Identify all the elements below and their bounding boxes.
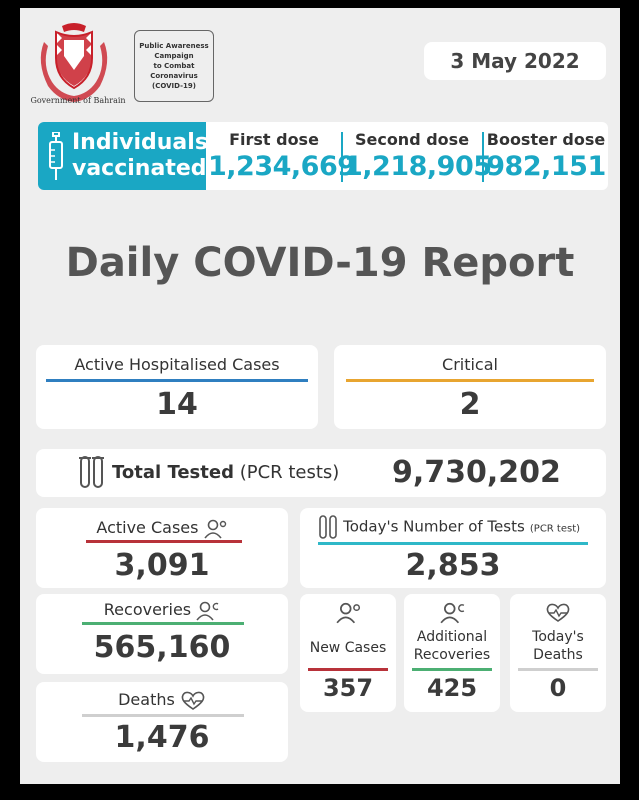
todays-tests-label: Today's Number of Tests bbox=[343, 517, 525, 536]
booster-dose-label: Booster dose bbox=[486, 130, 606, 149]
first-dose-label: First dose bbox=[229, 130, 319, 149]
hospitalised-label: Active Hospitalised Cases bbox=[74, 355, 280, 374]
report-page: Government of Bahrain Public Awareness C… bbox=[20, 8, 620, 784]
campaign-badge: Public Awareness Campaign to Combat Coro… bbox=[134, 30, 214, 102]
recoveries-label: Recoveries bbox=[103, 600, 192, 619]
new-cases-label: New Cases bbox=[309, 640, 387, 656]
test-tubes-icon bbox=[79, 456, 104, 488]
report-title: Daily COVID-19 Report bbox=[65, 240, 575, 286]
todays-tests-value: 2,853 bbox=[405, 548, 501, 583]
critical-bar bbox=[346, 379, 594, 382]
recoveries-card: Recoveries 565,160 bbox=[36, 594, 288, 674]
additional-recoveries-label-line2: Recoveries bbox=[413, 647, 491, 663]
second-dose: Second dose 1,218,905 bbox=[344, 122, 492, 190]
deaths-label: Deaths bbox=[118, 690, 175, 709]
first-dose-value: 1,234,669 bbox=[208, 151, 356, 182]
hospitalised-card: Active Hospitalised Cases 14 bbox=[36, 345, 318, 429]
vaccinated-label-line2: vaccinated bbox=[72, 156, 207, 181]
syringe-icon bbox=[49, 132, 63, 180]
todays-deaths-label-line2: Deaths bbox=[533, 647, 583, 663]
total-tested-label: Total Tested bbox=[112, 462, 234, 483]
deaths-bar bbox=[82, 714, 244, 717]
todays-tests-card: Today's Number of Tests (PCR test) 2,853 bbox=[300, 508, 606, 588]
total-tested-card: Total Tested (PCR tests) 9,730,202 bbox=[36, 449, 606, 497]
todays-deaths-card: Today's Deaths 0 bbox=[510, 594, 606, 712]
additional-recoveries-label-line1: Additional bbox=[416, 629, 488, 645]
todays-tests-bar bbox=[318, 542, 588, 545]
vaccinated-label-line1: Individuals bbox=[72, 130, 208, 155]
person-recovered-icon bbox=[196, 601, 219, 621]
additional-recoveries-card: Additional Recoveries 425 bbox=[404, 594, 500, 712]
bahrain-emblem-icon bbox=[40, 23, 108, 102]
active-cases-bar bbox=[86, 540, 242, 543]
booster-dose: Booster dose 982,151 bbox=[486, 122, 606, 190]
government-caption: Government of Bahrain bbox=[30, 96, 126, 105]
new-cases-card: New Cases 357 bbox=[300, 594, 396, 712]
todays-deaths-value: 0 bbox=[549, 674, 567, 702]
booster-dose-value: 982,151 bbox=[486, 151, 606, 182]
active-cases-value: 3,091 bbox=[114, 548, 210, 583]
recoveries-value: 565,160 bbox=[93, 630, 231, 665]
hospitalised-value: 14 bbox=[156, 387, 198, 422]
critical-card: Critical 2 bbox=[334, 345, 606, 429]
second-dose-value: 1,218,905 bbox=[344, 151, 492, 182]
vaccinated-label-block: Individuals vaccinated bbox=[38, 122, 208, 190]
heart-pulse-icon bbox=[546, 603, 570, 622]
todays-deaths-bar bbox=[518, 668, 598, 671]
deaths-card: Deaths 1,476 bbox=[36, 682, 288, 762]
person-virus-icon bbox=[336, 602, 361, 624]
active-cases-card: Active Cases 3,091 bbox=[36, 508, 288, 588]
vaccination-banner: Individuals vaccinated First dose 1,234,… bbox=[38, 122, 608, 190]
critical-value: 2 bbox=[459, 387, 481, 422]
second-dose-label: Second dose bbox=[354, 130, 470, 149]
heart-pulse-icon bbox=[181, 691, 205, 710]
hospitalised-bar bbox=[46, 379, 308, 382]
deaths-value: 1,476 bbox=[114, 720, 210, 755]
person-virus-icon bbox=[203, 519, 226, 539]
todays-deaths-label-line1: Today's bbox=[532, 629, 584, 645]
critical-label: Critical bbox=[442, 355, 498, 374]
recoveries-bar bbox=[82, 622, 244, 625]
dose-divider bbox=[341, 132, 343, 182]
dose-divider bbox=[482, 132, 484, 182]
active-cases-label: Active Cases bbox=[96, 518, 199, 537]
total-tested-value: 9,730,202 bbox=[392, 455, 561, 490]
additional-recoveries-value: 425 bbox=[426, 674, 478, 702]
person-recovered-icon bbox=[440, 602, 465, 624]
new-cases-value: 357 bbox=[322, 674, 374, 702]
report-date: 3 May 2022 bbox=[424, 42, 606, 80]
first-dose: First dose 1,234,669 bbox=[208, 122, 356, 190]
total-tested-sub: (PCR tests) bbox=[239, 462, 340, 483]
todays-tests-sub: (PCR test) bbox=[529, 523, 581, 535]
test-tubes-icon bbox=[319, 515, 337, 539]
additional-recoveries-bar bbox=[412, 668, 492, 671]
new-cases-bar bbox=[308, 668, 388, 671]
